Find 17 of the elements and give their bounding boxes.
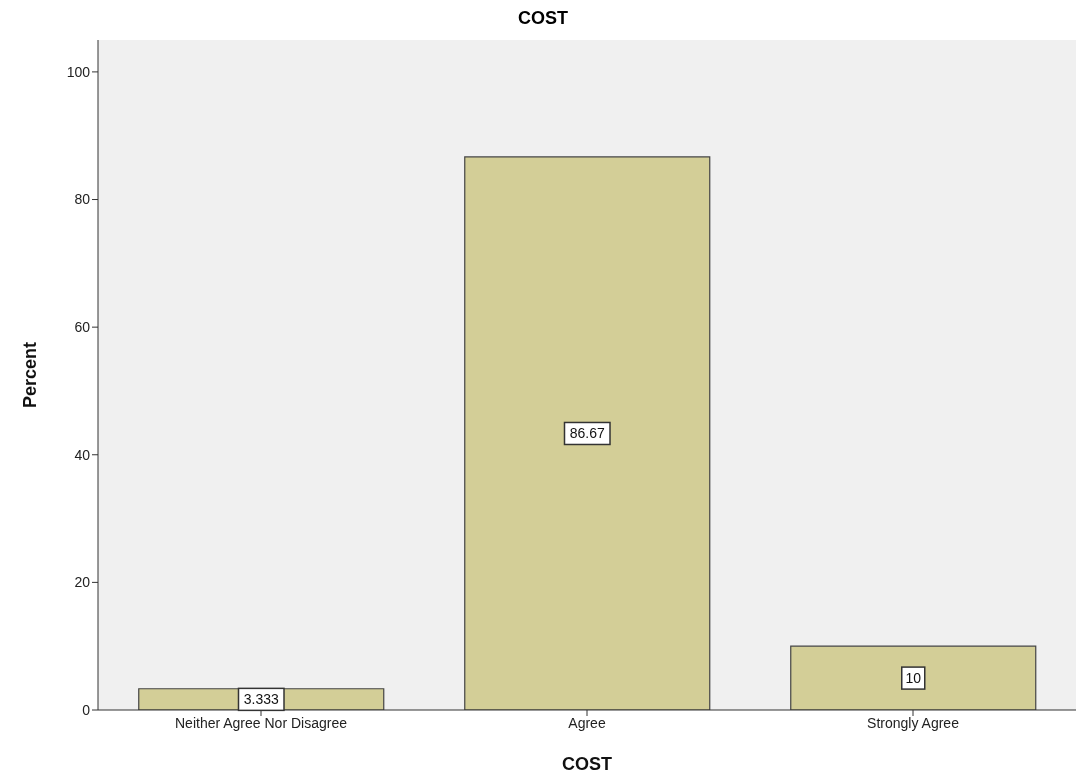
x-axis-title: COST <box>561 754 613 774</box>
bar <box>790 645 1037 710</box>
x-tick-label: Agree <box>568 714 606 731</box>
bar <box>464 156 711 710</box>
x-tick-label: Strongly Agree <box>867 714 960 731</box>
x-tick-label: Neither Agree Nor Disagree <box>175 714 348 731</box>
y-tick-label: 20 <box>74 574 91 591</box>
y-axis-title: Percent <box>20 341 41 409</box>
y-tick-label: 40 <box>74 446 91 463</box>
y-tick-label: 80 <box>74 191 91 208</box>
y-tick-label: 100 <box>66 63 91 80</box>
data-label: 86.67 <box>569 425 605 442</box>
y-tick-label: 60 <box>74 319 91 336</box>
data-label: 3.333 <box>243 691 279 708</box>
y-tick-label: 0 <box>82 701 91 718</box>
chart-title: COST <box>517 8 569 30</box>
data-label: 10 <box>905 670 922 687</box>
